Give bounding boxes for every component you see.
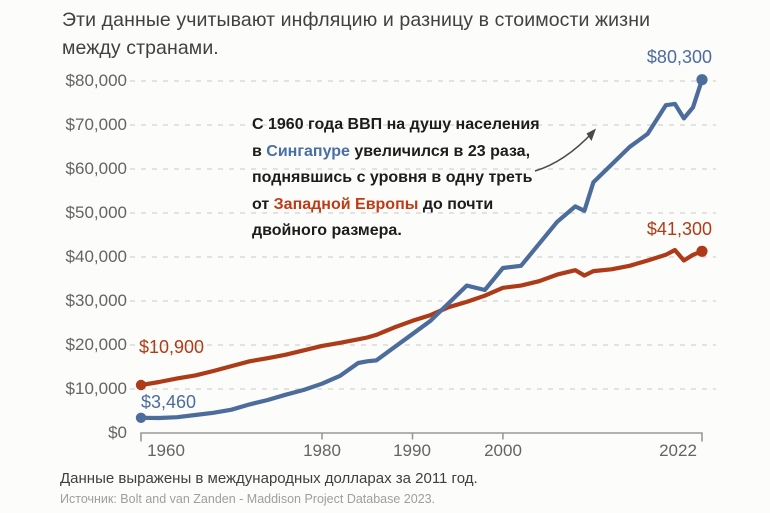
chart-title-line2: между странами. bbox=[62, 37, 219, 59]
footer-note: Данные выражены в международных долларах… bbox=[60, 470, 478, 487]
western-europe-end-value-label: $41,300 bbox=[646, 219, 712, 239]
data-point-dot bbox=[696, 245, 708, 257]
annotation-line: С 1960 года ВВП на душу населения bbox=[252, 112, 572, 139]
x-tick-label: 1960 bbox=[147, 441, 185, 460]
x-tick-label: 1990 bbox=[393, 441, 431, 460]
footer-source: Источник: Bolt and van Zanden - Maddison… bbox=[60, 492, 436, 506]
y-tick-label: $50,000 bbox=[65, 203, 127, 222]
singapore-end-value-label: $80,300 bbox=[646, 47, 712, 67]
y-tick-label: $20,000 bbox=[65, 335, 127, 354]
y-tick-label: $0 bbox=[108, 423, 127, 442]
western-europe-highlight: Западной Европы bbox=[273, 195, 419, 213]
singapore-highlight: Сингапуре bbox=[266, 142, 350, 160]
annotation-line: поднявшись с уровня в одну треть bbox=[252, 165, 572, 192]
y-tick-label: $60,000 bbox=[65, 159, 127, 178]
x-tick-label: 2022 bbox=[659, 441, 697, 460]
data-point-dot bbox=[696, 74, 708, 86]
annotation-text-part: от bbox=[252, 195, 274, 213]
annotation-text-part: С 1960 года ВВП на душу населения bbox=[252, 116, 540, 133]
singapore-start-value-label: $3,460 bbox=[141, 392, 197, 412]
x-axis-labels: 1960 1980 1990 2000 2022 bbox=[0, 441, 770, 463]
x-tick-label: 1980 bbox=[303, 441, 341, 460]
chart-title-line1: Эти данные учитывают инфляцию и разницу … bbox=[62, 9, 651, 31]
annotation-text-part: увеличился в 23 раза, bbox=[349, 142, 531, 160]
annotation-text-part: двойного размера. bbox=[252, 222, 402, 239]
data-series-line bbox=[138, 77, 705, 421]
y-tick-label: $30,000 bbox=[65, 291, 127, 310]
data-point-dot bbox=[135, 412, 147, 423]
annotation-line: в Сингапуре увеличился в 23 раза, bbox=[252, 139, 572, 166]
western-europe-start-value-label: $10,900 bbox=[139, 337, 205, 357]
annotation-line: от Западной Европы до почти bbox=[252, 192, 572, 219]
data-series-line bbox=[138, 247, 705, 388]
y-tick-label: $10,000 bbox=[65, 379, 127, 398]
annotation-line: двойного размера. bbox=[252, 218, 572, 245]
y-tick-label: $80,000 bbox=[65, 71, 127, 90]
annotation-text-part: поднявшись с уровня в одну треть bbox=[252, 169, 533, 186]
chart-title: Эти данные учитывают инфляцию и разницу … bbox=[62, 6, 742, 62]
annotation-text: С 1960 года ВВП на душу населения в Синг… bbox=[252, 112, 572, 245]
y-tick-label: $70,000 bbox=[65, 115, 127, 134]
annotation-text-part: в bbox=[252, 142, 267, 160]
y-tick-label: $40,000 bbox=[65, 247, 127, 266]
y-axis-labels: $0 $10,000 $20,000 $30,000 $40,000 $50,000 $60… bbox=[0, 0, 130, 513]
data-point-dot bbox=[135, 379, 147, 391]
x-tick-label: 2000 bbox=[484, 441, 522, 460]
annotation-text-part: до почти bbox=[418, 195, 494, 213]
